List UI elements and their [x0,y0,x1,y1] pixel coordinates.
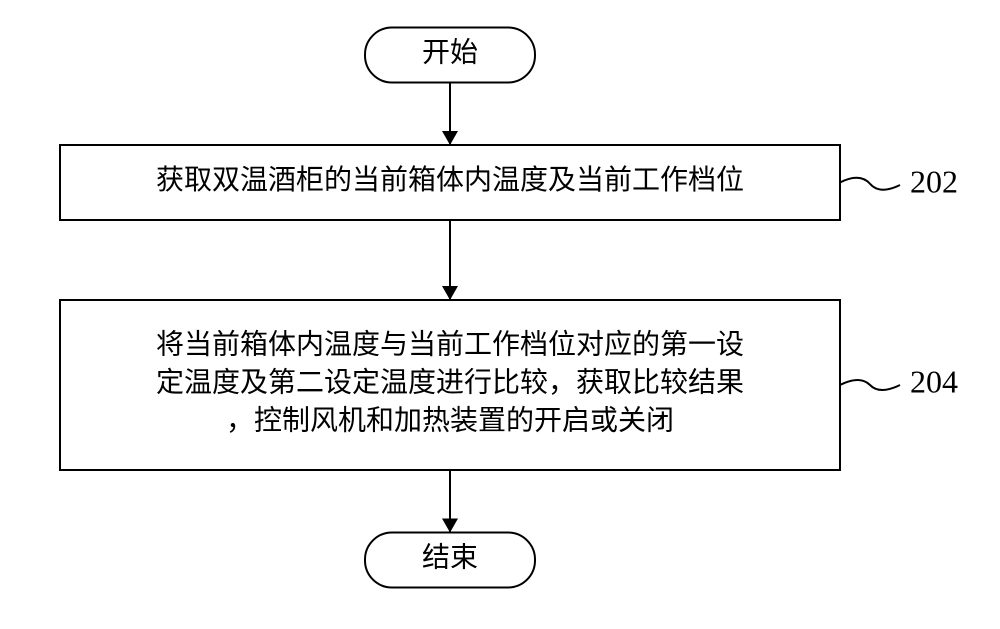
step2-label-connector [840,380,900,390]
flowchart-canvas: 开始获取双温酒柜的当前箱体内温度及当前工作档位将当前箱体内温度与当前工作档位对应… [0,0,1000,629]
start-text: 开始 [422,36,478,68]
step1-label: 202 [910,163,958,199]
step2-line-2: ，控制风机和加热装置的开启或关闭 [226,404,674,436]
end-text: 结束 [422,541,478,573]
step2-label: 204 [910,363,958,399]
step2-line-1: 定温度及第二设定温度进行比较，获取比较结果 [156,366,744,398]
edge-arrowhead [442,131,458,145]
step1-line-0: 获取双温酒柜的当前箱体内温度及当前工作档位 [156,164,744,196]
edge-arrowhead [442,519,458,533]
step2-line-0: 将当前箱体内温度与当前工作档位对应的第一设 [156,328,744,360]
step1-label-connector [840,178,900,190]
edge-arrowhead [442,286,458,300]
